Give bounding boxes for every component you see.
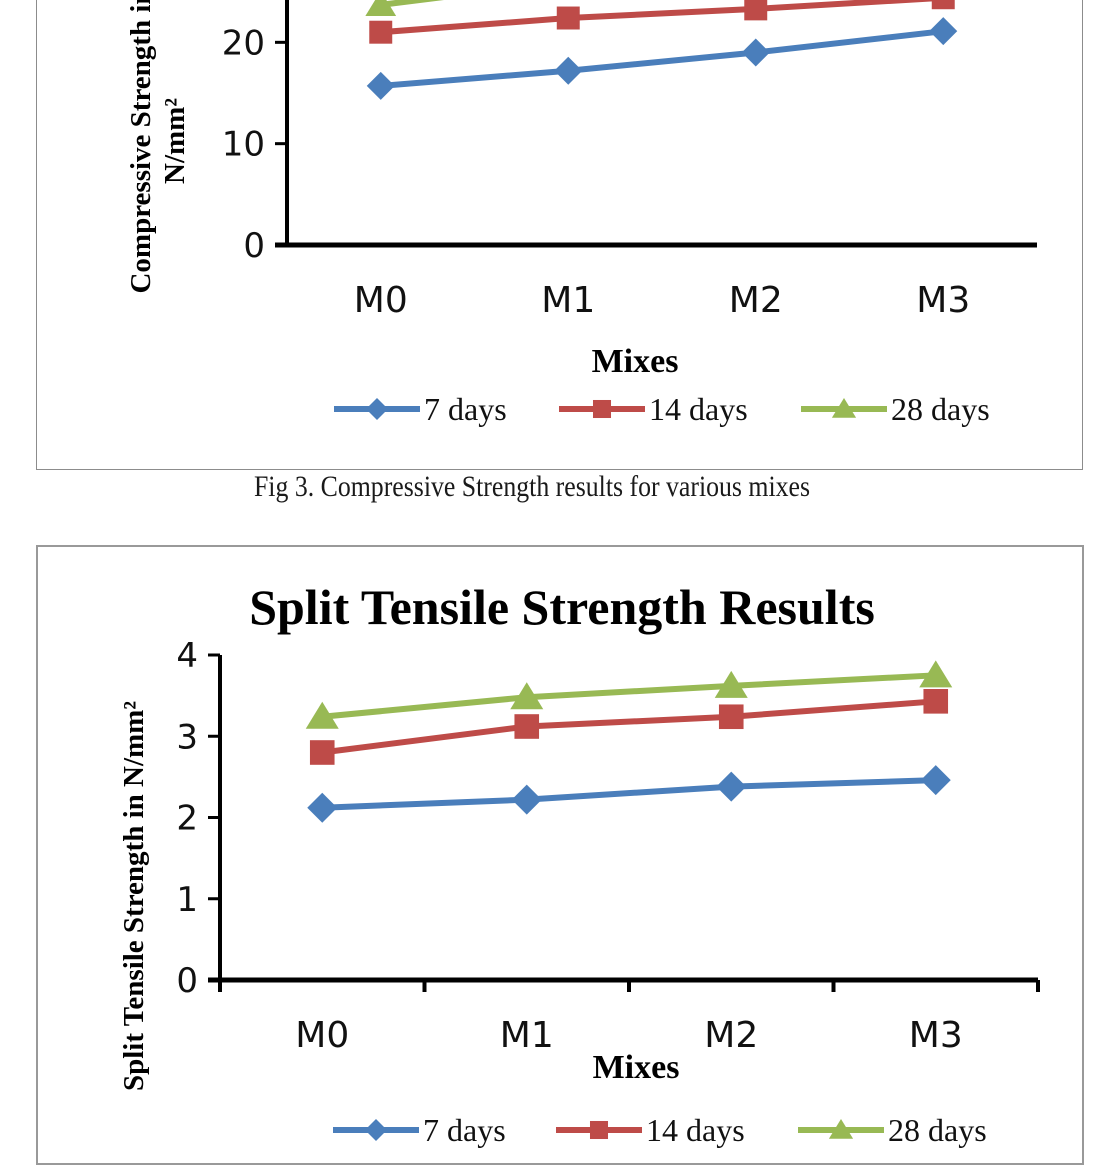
compressive-legend-marker	[366, 398, 388, 420]
split-tensile-data-point	[309, 740, 335, 765]
split-tensile-x-tick-label-m1: M1	[500, 1015, 554, 1056]
compressive-series-line	[380, 0, 944, 36]
split-tensile-legend-marker	[589, 1120, 609, 1140]
split-tensile-y-tick-label: 3	[176, 717, 198, 757]
split-tensile-x-tick-label-m3: M3	[909, 1015, 963, 1056]
split-tensile-data-point	[718, 704, 744, 730]
compressive-x-axis-title: Mixes	[592, 343, 679, 380]
figure-caption: Fig 3. Compressive Strength results for …	[253, 470, 811, 503]
compressive-legend-item: 7 days	[334, 391, 507, 427]
split-tensile-y-tick-label: 0	[176, 961, 198, 1001]
compressive-y-tick-label: 0	[243, 226, 265, 266]
split-tensile-data-point	[514, 714, 540, 739]
compressive-strength-chart: 0 10 20 M0 M1 M2 M3 Mixes Compressive Strength i…	[36, 0, 1083, 470]
split-tensile-data-point	[716, 771, 747, 802]
split-tensile-legend-label: 28 days	[888, 1112, 987, 1148]
split-tensile-data-point	[714, 670, 748, 698]
compressive-data-point	[931, 0, 955, 10]
compressive-data-point	[369, 20, 393, 44]
compressive-series-line	[380, 28, 944, 89]
split-tensile-series-28-days	[305, 660, 953, 729]
split-tensile-series-7-days	[307, 765, 951, 823]
split-tensile-chart-title: Split Tensile Strength Results	[249, 579, 875, 635]
compressive-x-tick-label-m1: M1	[541, 280, 595, 321]
compressive-legend-label: 28 days	[891, 391, 990, 427]
compressive-y-axis-title-line: Compressive Strength in	[125, 0, 157, 294]
split-tensile-data-point	[305, 701, 339, 729]
split-tensile-data-point	[919, 660, 953, 688]
compressive-legend-item: 14 days	[559, 391, 748, 427]
compressive-x-tick-label-m2: M2	[729, 280, 783, 321]
split-tensile-x-tick-label-m0: M0	[295, 1015, 349, 1056]
compressive-series-7-days	[366, 17, 958, 100]
compressive-data-point	[744, 0, 768, 21]
split-tensile-legend-label: 7 days	[423, 1112, 506, 1148]
split-tensile-data-point	[920, 765, 951, 796]
split-tensile-data-point	[510, 682, 544, 710]
split-tensile-legend: 7 days 14 days 28 days	[333, 1112, 987, 1148]
compressive-legend: 7 days 14 days 28 days	[334, 391, 990, 427]
split-tensile-legend-marker	[365, 1119, 387, 1141]
compressive-legend-item: 28 days	[801, 391, 990, 427]
compressive-y-axis-title-line: N/mm²	[159, 98, 191, 184]
split-tensile-data-point	[307, 792, 338, 823]
split-tensile-strength-chart: Split Tensile Strength Results 0 1 2 3 4 M0 M1 M…	[36, 545, 1084, 1165]
compressive-data-point	[929, 17, 958, 46]
split-tensile-legend-marker	[828, 1119, 854, 1139]
split-tensile-x-axis-title: Mixes	[593, 1049, 680, 1086]
compressive-data-point	[365, 0, 397, 17]
split-tensile-y-tick-label: 1	[176, 880, 198, 920]
compressive-data-point	[741, 38, 770, 67]
compressive-y-axis-title: Compressive Strength in N/mm²	[125, 0, 191, 294]
compressive-series-14-days	[369, 0, 955, 44]
compressive-y-tick-label: 10	[222, 125, 265, 165]
compressive-data-point	[556, 6, 580, 30]
compressive-x-tick-label-m3: M3	[916, 280, 970, 321]
split-tensile-y-tick-label: 2	[176, 799, 198, 839]
split-tensile-y-axis-title: Split Tensile Strength in N/mm²	[118, 701, 150, 1091]
split-tensile-data-point	[923, 689, 949, 714]
split-tensile-data-point	[511, 784, 542, 815]
split-tensile-x-tick-label-m2: M2	[704, 1015, 758, 1056]
split-tensile-legend-label: 14 days	[646, 1112, 745, 1148]
compressive-legend-label: 14 days	[649, 391, 748, 427]
compressive-series-28-days	[365, 0, 445, 17]
split-tensile-legend-item: 7 days	[333, 1112, 506, 1148]
split-tensile-legend-item: 14 days	[556, 1112, 745, 1148]
split-tensile-series-line	[322, 777, 936, 811]
split-tensile-y-tick-label: 4	[176, 636, 198, 676]
compressive-chart-svg: 0 10 20 M0 M1 M2 M3 Mixes Compressive Strength i…	[125, 0, 1037, 427]
compressive-y-tick-label: 20	[222, 23, 265, 63]
split-tensile-y-axis-title-line: Split Tensile Strength in N/mm²	[118, 701, 150, 1091]
split-tensile-chart-svg: Split Tensile Strength Results 0 1 2 3 4 M0 M1 M…	[118, 579, 1040, 1148]
split-tensile-series-line	[321, 698, 936, 756]
compressive-data-point	[366, 71, 395, 100]
compressive-data-point	[554, 56, 583, 85]
compressive-x-tick-label-m0: M0	[354, 280, 408, 321]
compressive-legend-label: 7 days	[424, 391, 507, 427]
compressive-legend-marker	[592, 399, 612, 419]
split-tensile-series-14-days	[309, 689, 949, 765]
compressive-legend-marker	[831, 398, 857, 418]
split-tensile-series-line	[321, 672, 936, 720]
split-tensile-legend-item: 28 days	[798, 1112, 987, 1148]
